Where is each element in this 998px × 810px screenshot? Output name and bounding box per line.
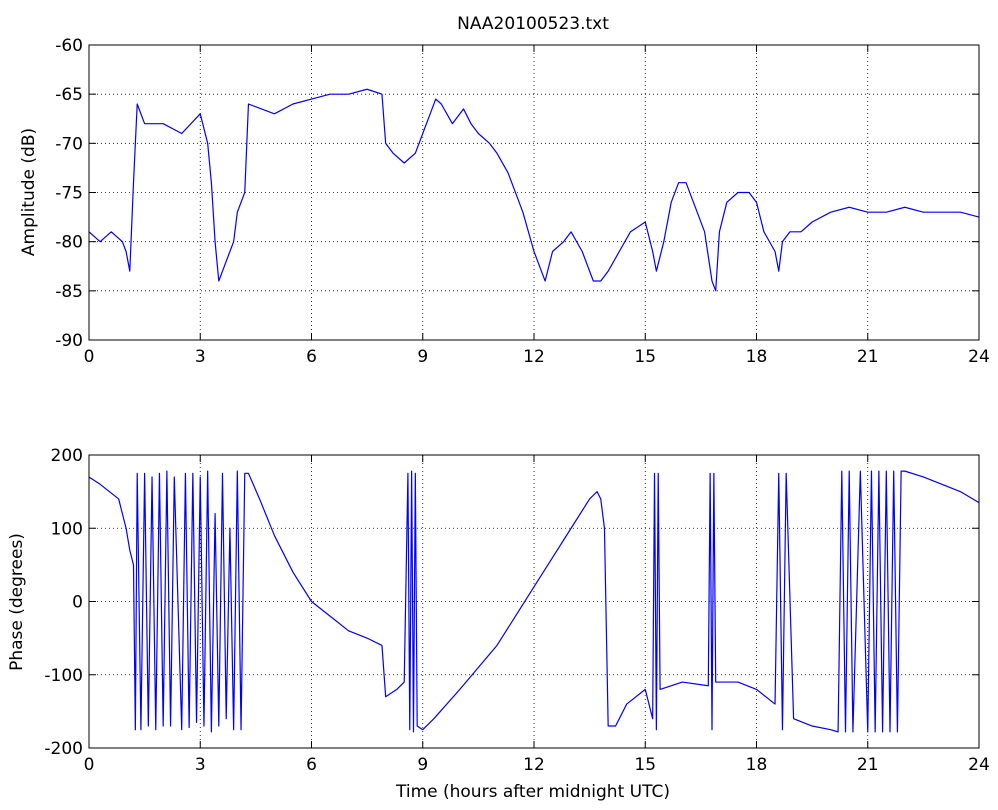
amplitude-y-axis-label: Amplitude (dB) — [19, 128, 39, 256]
amplitude-x-tick-label: 15 — [634, 347, 656, 367]
phase-x-tick-label: 24 — [968, 755, 990, 775]
amplitude-x-tick-label: 3 — [195, 347, 206, 367]
phase-x-tick-label: 21 — [857, 755, 879, 775]
amplitude-x-tick-label: 9 — [417, 347, 428, 367]
amplitude-x-tick-label: 0 — [84, 347, 95, 367]
phase-y-tick-label: -200 — [44, 739, 83, 759]
phase-ticks: 0 3 6 9 12 15 18 21 24 -200 -100 0 100 200 — [44, 446, 989, 775]
amplitude-x-tick-label: 6 — [306, 347, 317, 367]
phase-series-line — [88, 470, 980, 733]
phase-y-axis-label: Phase (degrees) — [7, 533, 27, 671]
amplitude-ticks: 0 3 6 9 12 15 18 21 24 -90 -85 -80 -75 -70 -65 -60 — [55, 36, 990, 367]
amplitude-y-tick-label: -70 — [55, 134, 83, 154]
phase-x-tick-label: 12 — [523, 755, 545, 775]
amplitude-axes: NAA20100523.txt 0 3 6 9 12 15 18 21 24 -90 -85 -80 -… — [19, 14, 990, 367]
phase-grid — [89, 455, 979, 748]
phase-series — [88, 470, 980, 733]
amplitude-x-tick-label: 18 — [746, 347, 768, 367]
amplitude-series-line — [88, 88, 980, 292]
amplitude-y-tick-label: -75 — [55, 184, 83, 204]
amplitude-y-tick-label: -65 — [55, 85, 83, 105]
phase-x-tick-label: 15 — [634, 755, 656, 775]
phase-y-tick-label: 0 — [72, 593, 83, 613]
phase-x-tick-label: 18 — [746, 755, 768, 775]
amplitude-y-tick-label: -85 — [55, 282, 83, 302]
phase-y-tick-label: 100 — [51, 519, 83, 539]
amplitude-x-tick-label: 21 — [857, 347, 879, 367]
phase-y-tick-label: -100 — [44, 666, 83, 686]
amplitude-series — [88, 88, 980, 292]
phase-axes: 0 3 6 9 12 15 18 21 24 -200 -100 0 100 200 Time (hour… — [7, 446, 990, 802]
amplitude-plot-frame — [88, 44, 980, 341]
phase-plot-frame — [88, 454, 980, 749]
amplitude-y-tick-label: -90 — [55, 331, 83, 351]
phase-x-tick-label: 0 — [84, 755, 95, 775]
phase-x-tick-label: 3 — [195, 755, 206, 775]
phase-y-tick-label: 200 — [51, 446, 83, 466]
amplitude-y-tick-label: -60 — [55, 36, 83, 56]
amplitude-x-tick-label: 12 — [523, 347, 545, 367]
amplitude-grid — [89, 45, 979, 340]
amplitude-x-tick-label: 24 — [968, 347, 990, 367]
phase-x-tick-label: 9 — [417, 755, 428, 775]
phase-x-tick-label: 6 — [306, 755, 317, 775]
amplitude-y-tick-label: -80 — [55, 233, 83, 253]
chart-title: NAA20100523.txt — [457, 14, 609, 34]
phase-x-axis-label: Time (hours after midnight UTC) — [395, 782, 670, 802]
